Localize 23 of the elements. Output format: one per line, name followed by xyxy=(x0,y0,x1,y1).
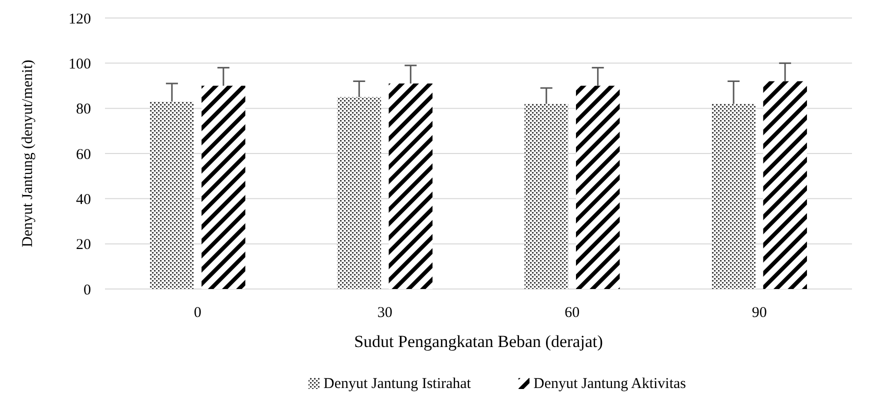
x-tick-label: 30 xyxy=(377,305,392,321)
x-tick-label: 60 xyxy=(564,305,580,321)
bar xyxy=(524,104,568,289)
y-tick-label: 100 xyxy=(68,56,91,72)
y-tick-label: 0 xyxy=(84,282,91,298)
y-axis-title: Denyut Jantung (denyut/menit) xyxy=(20,60,36,248)
bar xyxy=(388,83,433,289)
y-tick-label: 80 xyxy=(76,102,91,118)
x-axis-title: Sudut Pengangkatan Beban (derajat) xyxy=(354,332,603,351)
y-tick-label: 60 xyxy=(76,146,91,163)
legend-label: Denyut Jantung Aktivitas xyxy=(534,376,686,392)
y-tick-label: 20 xyxy=(76,237,91,254)
x-tick-label: 0 xyxy=(194,305,202,321)
bar xyxy=(763,81,807,289)
y-tick-label: 120 xyxy=(68,11,91,28)
legend-label: Denyut Jantung Istirahat xyxy=(324,376,472,392)
bar xyxy=(576,86,620,289)
bar xyxy=(202,86,246,289)
bar xyxy=(337,97,382,289)
x-tick-label: 90 xyxy=(752,305,767,321)
bar xyxy=(712,104,756,289)
y-tick-label: 40 xyxy=(76,192,91,208)
bar xyxy=(150,102,194,289)
